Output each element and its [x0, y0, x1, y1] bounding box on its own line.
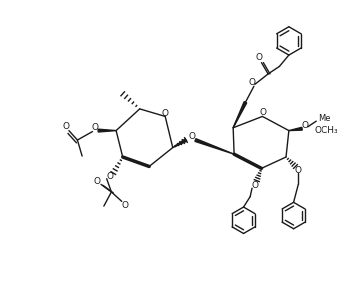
Polygon shape	[195, 139, 234, 154]
Polygon shape	[173, 139, 187, 148]
Text: O: O	[106, 172, 113, 181]
Text: O: O	[162, 109, 169, 118]
Text: O: O	[295, 166, 302, 175]
Polygon shape	[233, 102, 247, 128]
Text: O: O	[92, 123, 99, 132]
Text: O: O	[251, 181, 258, 190]
Text: Me: Me	[318, 114, 331, 123]
Text: OCH₃: OCH₃	[314, 126, 338, 135]
Text: O: O	[260, 108, 267, 117]
Text: O: O	[94, 177, 101, 186]
Polygon shape	[289, 127, 302, 131]
Text: O: O	[121, 201, 128, 210]
Text: O: O	[301, 121, 308, 130]
Text: O: O	[188, 132, 195, 141]
Text: O: O	[248, 78, 256, 87]
Polygon shape	[98, 129, 116, 132]
Text: O: O	[255, 53, 262, 62]
Text: O: O	[63, 122, 70, 131]
